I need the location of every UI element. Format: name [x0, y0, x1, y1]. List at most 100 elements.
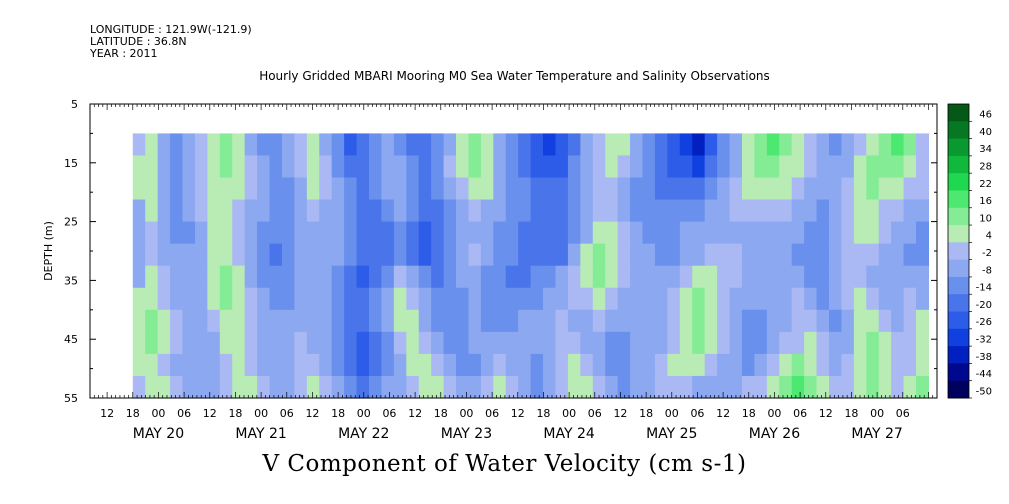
- heatmap-cell: [182, 287, 196, 311]
- heatmap-cell: [543, 221, 557, 245]
- heatmap-cell: [841, 309, 855, 333]
- y-tick-label: 5: [71, 98, 78, 111]
- heatmap-cell: [431, 353, 445, 377]
- heatmap-cell: [828, 155, 843, 179]
- heatmap-cell: [766, 177, 780, 201]
- heatmap-cell: [157, 177, 171, 201]
- heatmap-cell: [257, 265, 271, 289]
- heatmap-cell: [281, 309, 295, 333]
- heatmap-cell: [816, 353, 830, 377]
- heatmap-cell: [368, 155, 383, 179]
- heatmap-cell: [344, 287, 358, 311]
- heatmap-cell: [617, 287, 631, 311]
- heatmap-cell: [878, 133, 892, 157]
- heatmap-cell: [306, 287, 320, 311]
- heatmap-cell: [381, 353, 395, 377]
- heatmap-cell: [530, 155, 544, 179]
- heatmap-cell: [319, 199, 333, 223]
- x-hour-label: 12: [511, 407, 525, 420]
- heatmap-cell: [456, 177, 470, 201]
- heatmap-cell: [207, 353, 221, 377]
- heatmap-cell: [418, 353, 432, 377]
- heatmap-cell: [232, 375, 246, 399]
- heatmap-cell: [679, 375, 693, 399]
- heatmap-cell: [443, 353, 457, 377]
- heatmap-cell: [791, 155, 805, 179]
- heatmap-cell: [779, 243, 793, 267]
- heatmap-cell: [592, 309, 606, 333]
- heatmap-cell: [493, 243, 507, 267]
- heatmap-cell: [766, 155, 780, 179]
- heatmap-cell: [207, 309, 221, 333]
- heatmap-cell: [232, 243, 246, 267]
- heatmap-cell: [170, 265, 184, 289]
- heatmap-cell: [891, 265, 905, 289]
- heatmap-cell: [182, 353, 196, 377]
- colorbar-label: -50: [976, 386, 992, 397]
- heatmap-cell: [592, 199, 606, 223]
- heatmap-cell: [866, 265, 880, 289]
- heatmap-cell: [443, 287, 457, 311]
- heatmap-cell: [766, 375, 780, 399]
- heatmap-cell: [704, 309, 718, 333]
- heatmap-cell: [605, 243, 619, 267]
- heatmap-cell: [219, 133, 233, 157]
- heatmap-cell: [866, 309, 880, 333]
- heatmap-cell: [916, 375, 930, 399]
- heatmap-cell: [791, 221, 805, 245]
- heatmap-cell: [766, 133, 780, 157]
- y-tick-label: 15: [64, 157, 78, 170]
- heatmap-cell: [741, 133, 755, 157]
- heatmap-cell: [182, 155, 196, 179]
- heatmap-cell: [505, 375, 519, 399]
- heatmap-cell: [605, 331, 619, 355]
- heatmap-cell: [853, 243, 867, 267]
- heatmap-cell: [816, 155, 830, 179]
- heatmap-cell: [754, 133, 768, 157]
- heatmap-cell: [244, 353, 258, 377]
- heatmap-cell: [667, 353, 681, 377]
- heatmap-cell: [331, 177, 345, 201]
- colorbar-label: -20: [976, 300, 992, 311]
- heatmap-cell: [294, 133, 308, 157]
- heatmap-cell: [518, 243, 532, 267]
- heatmap-cell: [567, 133, 581, 157]
- heatmap-cell: [257, 221, 271, 245]
- heatmap-cell: [257, 287, 271, 311]
- x-hour-label: 00: [151, 407, 165, 420]
- heatmap-cell: [766, 199, 780, 223]
- heatmap-cell: [518, 155, 532, 179]
- heatmap-cell: [567, 265, 581, 289]
- heatmap-cell: [580, 177, 594, 201]
- heatmap-cell: [543, 155, 557, 179]
- heatmap-cell: [145, 353, 159, 377]
- heatmap-cell: [170, 331, 184, 355]
- heatmap-cell: [505, 177, 519, 201]
- chart-title: Hourly Gridded MBARI Mooring M0 Sea Wate…: [259, 69, 770, 83]
- heatmap-cell: [480, 309, 494, 333]
- heatmap-cell: [543, 331, 557, 355]
- heatmap-cell: [779, 199, 793, 223]
- heatmap-cell: [207, 177, 221, 201]
- heatmap-cell: [866, 243, 880, 267]
- heatmap-cell: [406, 221, 420, 245]
- heatmap-cell: [480, 155, 494, 179]
- heatmap-cell: [493, 331, 507, 355]
- heatmap-cell: [294, 199, 308, 223]
- heatmap-cell: [853, 309, 867, 333]
- x-hour-label: 06: [588, 407, 602, 420]
- heatmap-cell: [505, 243, 519, 267]
- heatmap-cell: [368, 287, 383, 311]
- heatmap-cell: [717, 221, 731, 245]
- heatmap-cell: [518, 353, 532, 377]
- heatmap-cell: [443, 199, 457, 223]
- heatmap-cell: [269, 309, 283, 333]
- heatmap-cell: [207, 265, 221, 289]
- heatmap-cell: [692, 199, 706, 223]
- heatmap-cell: [468, 353, 482, 377]
- heatmap-cell: [132, 353, 146, 377]
- heatmap-cell: [605, 155, 619, 179]
- heatmap-cell: [145, 155, 159, 179]
- heatmap-cell: [543, 133, 557, 157]
- heatmap-cell: [356, 265, 370, 289]
